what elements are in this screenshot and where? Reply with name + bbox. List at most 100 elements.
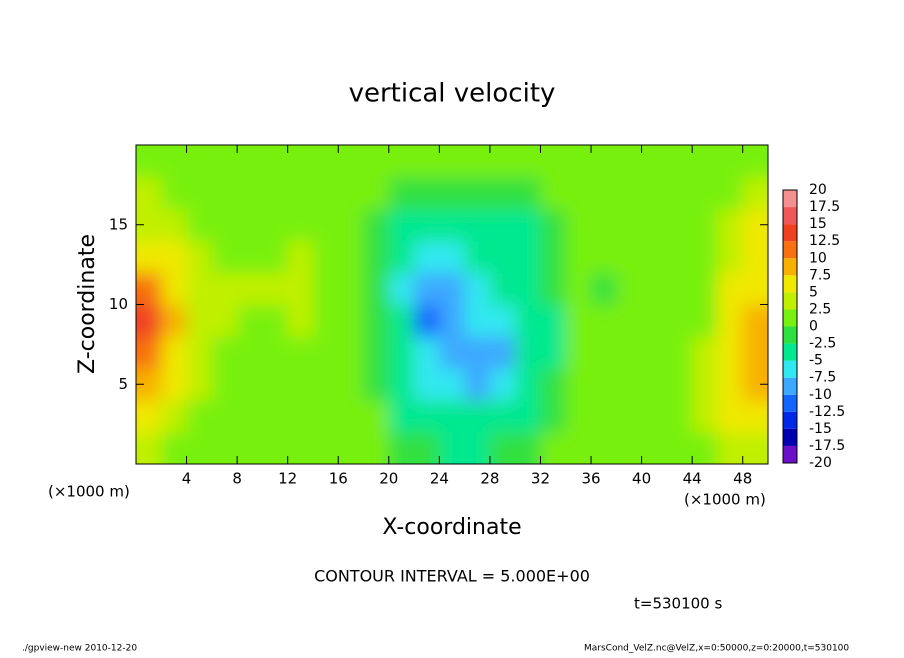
cell — [388, 240, 415, 274]
cell — [237, 176, 263, 210]
cell — [237, 336, 263, 369]
cell — [489, 336, 516, 369]
cell — [666, 240, 693, 274]
colorbar-label: 17.5 — [809, 199, 840, 215]
cell — [439, 176, 466, 210]
cell — [338, 176, 365, 210]
colorbar-label: 0 — [809, 319, 818, 335]
cell — [565, 272, 592, 305]
cell — [439, 240, 466, 274]
colorbar-label: -12.5 — [809, 404, 845, 420]
cell — [312, 208, 339, 242]
cell — [717, 336, 744, 369]
cell — [591, 272, 617, 305]
cell — [186, 240, 213, 274]
cell — [161, 272, 188, 305]
cell — [742, 145, 768, 178]
cell — [489, 432, 516, 464]
cell — [439, 432, 466, 464]
cell — [692, 176, 718, 210]
time-label: t=530100 s — [634, 595, 722, 613]
colorbar-label: -7.5 — [809, 370, 836, 386]
cell — [540, 304, 567, 337]
cell — [489, 304, 516, 337]
cell — [717, 400, 744, 433]
cell — [262, 145, 289, 178]
cell — [692, 304, 718, 337]
cell — [363, 368, 390, 401]
cell — [616, 368, 643, 401]
cell — [388, 145, 415, 178]
colorbar-label: -5 — [809, 353, 823, 369]
colorbar-label: -20 — [809, 455, 832, 471]
cell — [591, 336, 617, 369]
cell — [186, 272, 213, 305]
cell — [692, 272, 718, 305]
colorbar-band — [783, 309, 797, 327]
cell — [186, 432, 213, 464]
cell — [464, 336, 491, 369]
colorbar-band — [783, 394, 797, 412]
cell — [287, 368, 314, 401]
cell — [287, 432, 314, 464]
cell — [237, 145, 263, 178]
cell — [211, 272, 238, 305]
cell — [414, 368, 440, 401]
cell — [211, 432, 238, 464]
cell — [591, 400, 617, 433]
cell — [211, 145, 238, 178]
cell — [641, 208, 668, 242]
cell — [692, 240, 718, 274]
cell — [717, 240, 744, 274]
colorbar-label: -2.5 — [809, 336, 836, 352]
colorbar-band — [783, 258, 797, 276]
x-tick-label: 24 — [430, 470, 449, 488]
colorbar-band — [783, 292, 797, 310]
cell — [186, 304, 213, 337]
cell — [464, 272, 491, 305]
cell — [338, 400, 365, 433]
cell — [464, 368, 491, 401]
cell — [540, 176, 567, 210]
cell — [414, 272, 440, 305]
cell — [439, 272, 466, 305]
cell — [237, 432, 263, 464]
colorbar-label: -17.5 — [809, 438, 845, 454]
cell — [414, 400, 440, 433]
cell — [742, 240, 768, 274]
cell — [388, 208, 415, 242]
cell — [338, 240, 365, 274]
cell — [489, 208, 516, 242]
cell — [363, 336, 390, 369]
x-tick-label: 48 — [733, 470, 752, 488]
cell — [262, 208, 289, 242]
cell — [692, 336, 718, 369]
y-tick-label: 15 — [109, 215, 128, 233]
cell — [641, 145, 668, 178]
cell — [287, 400, 314, 433]
axes: 4 8 12 16 20 24 28 32 36 40 44 4851015-20-17.5-15-1… — [109, 144, 845, 488]
cell — [540, 432, 567, 464]
cell — [515, 176, 541, 210]
cell — [641, 272, 668, 305]
cell — [540, 336, 567, 369]
x-tick-label: 4 — [182, 470, 192, 488]
colorbar-label: 20 — [809, 182, 827, 198]
cell — [136, 272, 162, 305]
field — [136, 145, 768, 464]
cell — [186, 208, 213, 242]
cell — [161, 304, 188, 337]
x-axis-label: X-coordinate — [382, 515, 521, 540]
cell — [742, 400, 768, 433]
cell — [186, 368, 213, 401]
cell — [717, 145, 744, 178]
cell — [287, 176, 314, 210]
cell — [717, 208, 744, 242]
cell — [161, 400, 188, 433]
cell — [641, 304, 668, 337]
cell — [540, 368, 567, 401]
cell — [692, 400, 718, 433]
cell — [616, 145, 643, 178]
cell — [464, 208, 491, 242]
